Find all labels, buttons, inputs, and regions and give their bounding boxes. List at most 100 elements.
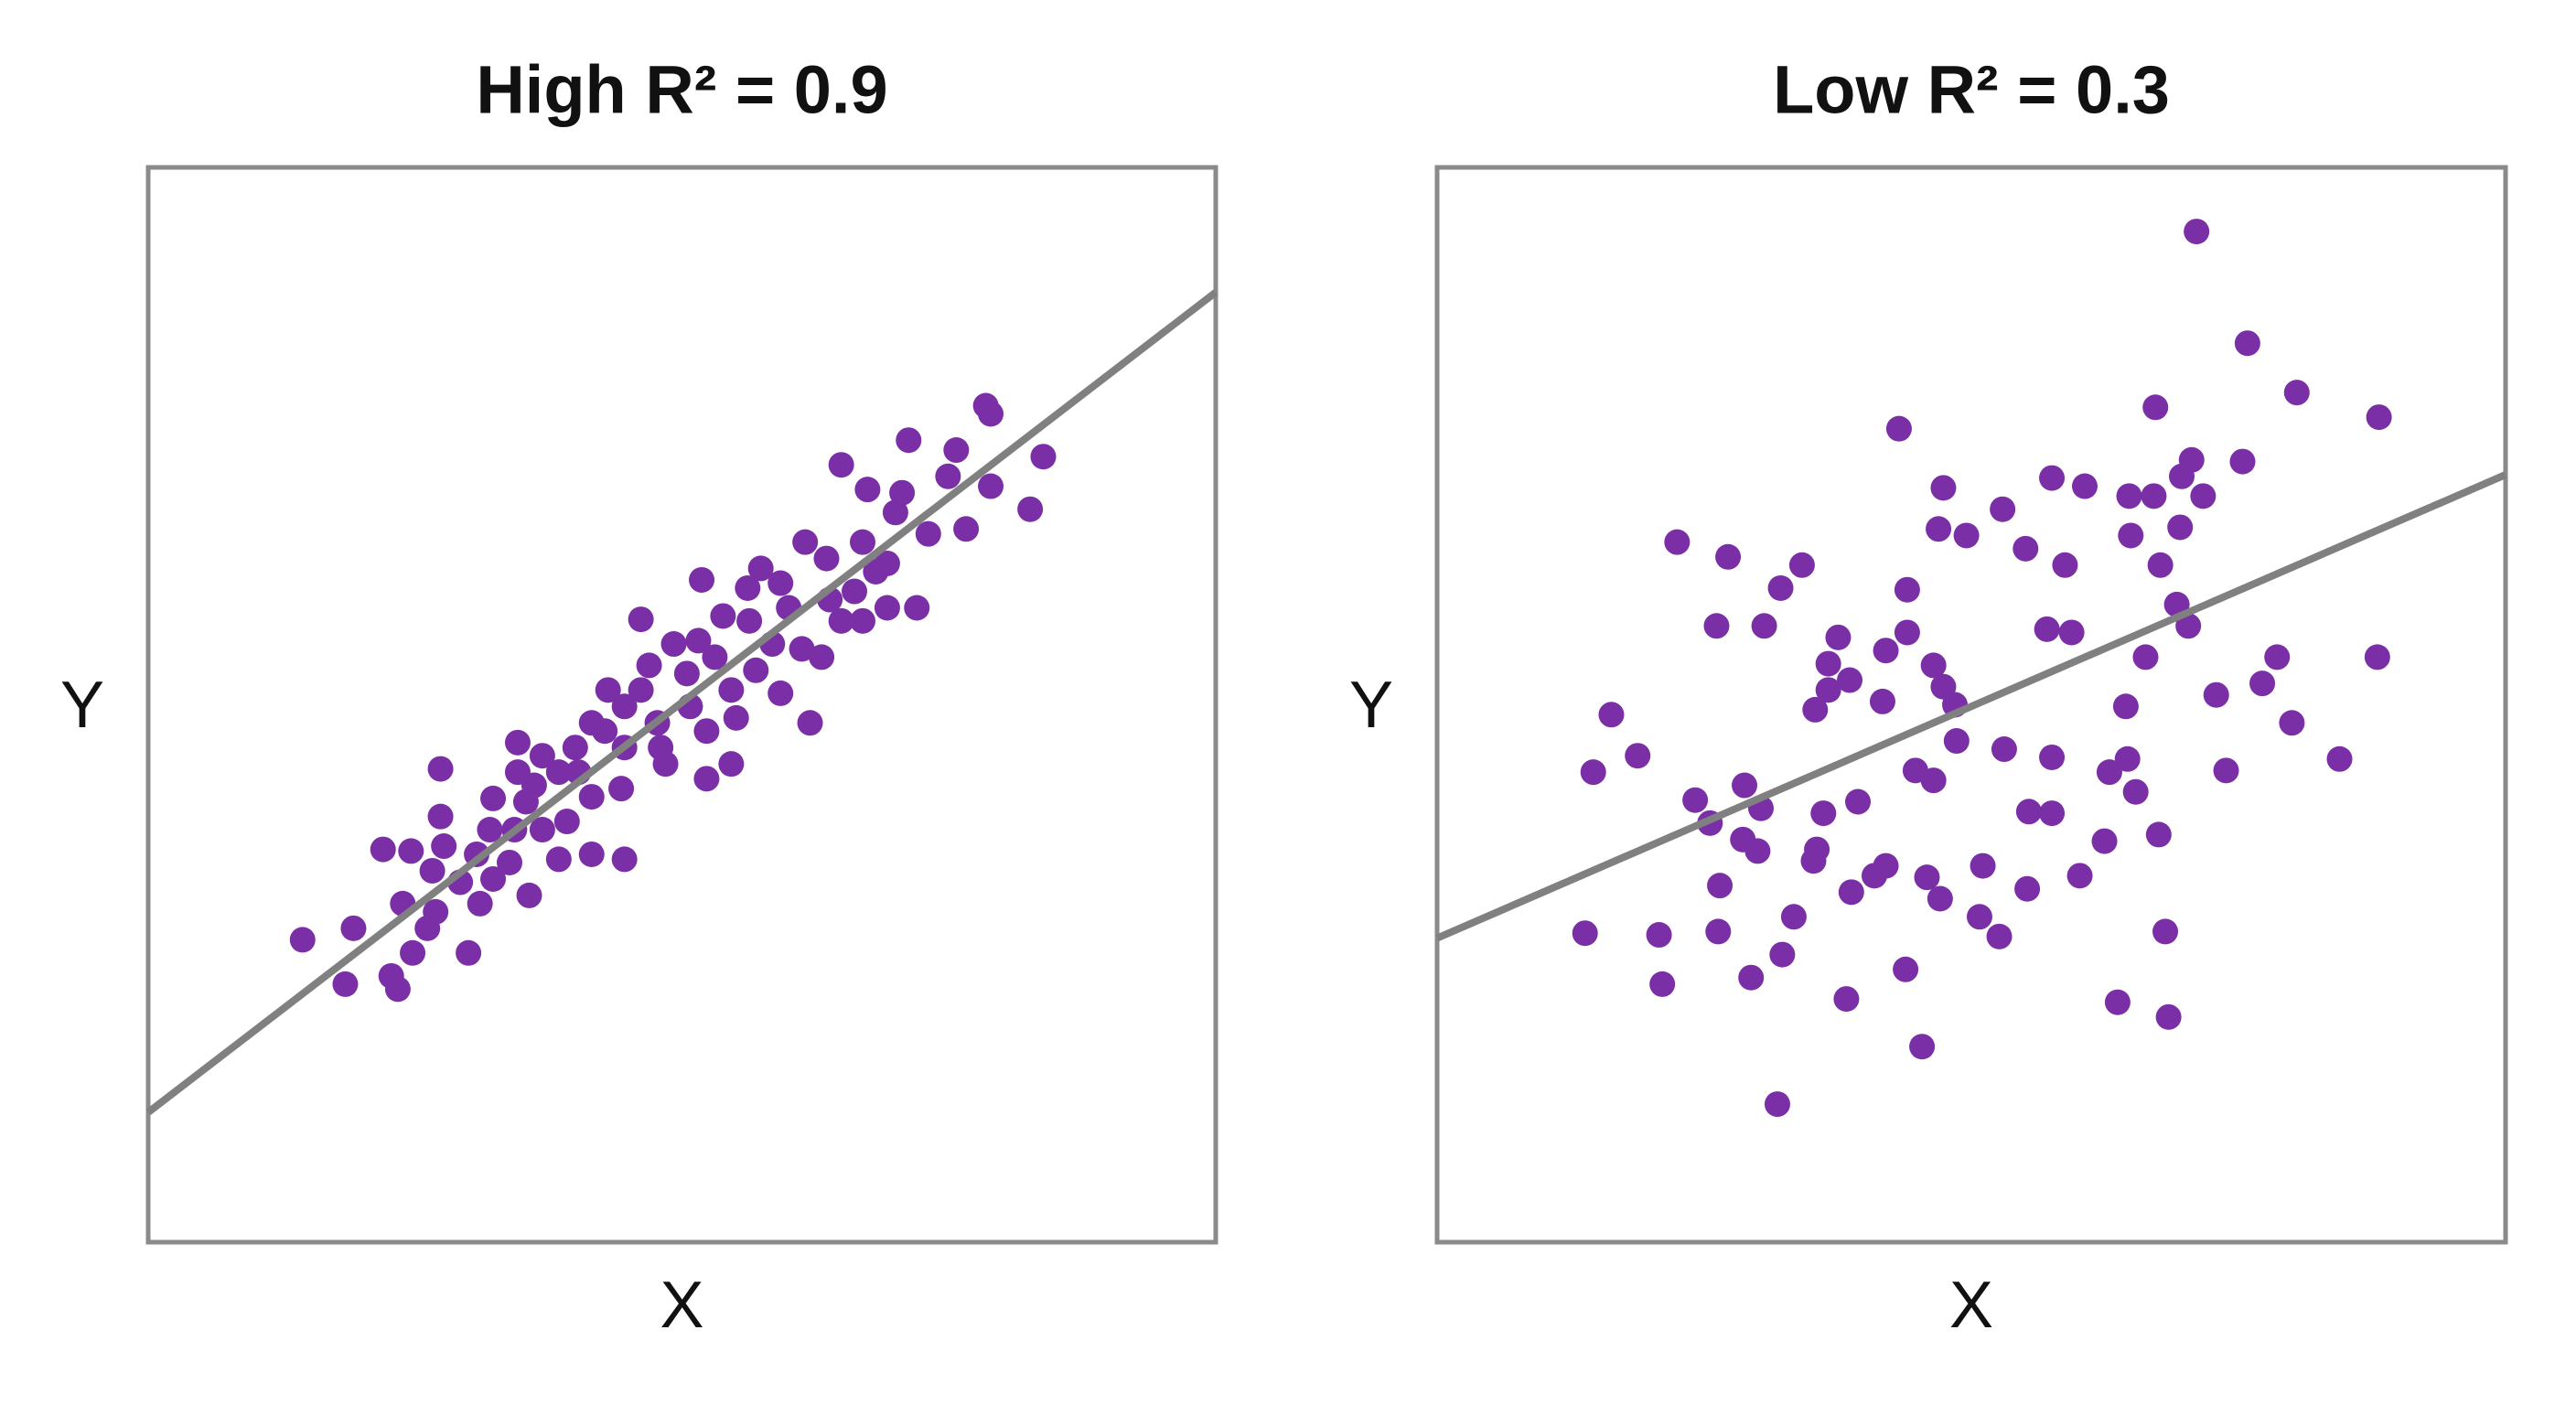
data-point bbox=[723, 704, 749, 731]
data-point bbox=[2039, 465, 2066, 491]
data-point bbox=[767, 680, 794, 706]
data-point bbox=[1815, 650, 1841, 677]
data-point bbox=[693, 766, 720, 792]
data-point bbox=[2145, 821, 2172, 848]
data-point bbox=[735, 574, 761, 601]
data-point bbox=[2364, 644, 2390, 670]
data-point bbox=[2141, 483, 2167, 509]
data-point bbox=[849, 529, 875, 555]
data-point bbox=[2147, 552, 2174, 578]
data-point bbox=[2190, 483, 2216, 509]
data-point bbox=[1800, 848, 1827, 874]
data-point bbox=[1894, 576, 1920, 603]
data-point bbox=[1810, 800, 1837, 827]
data-point bbox=[1580, 759, 1606, 786]
data-point bbox=[370, 836, 396, 863]
data-point bbox=[828, 452, 854, 478]
data-point bbox=[685, 627, 712, 654]
data-point bbox=[2118, 522, 2144, 549]
data-point bbox=[636, 652, 662, 679]
data-point bbox=[2175, 613, 2202, 639]
data-point bbox=[2116, 483, 2142, 509]
data-point bbox=[2058, 619, 2085, 646]
data-point bbox=[1815, 677, 1841, 703]
y-axis-label: Y bbox=[60, 669, 104, 742]
data-point bbox=[1744, 838, 1771, 864]
data-point bbox=[1738, 964, 1765, 991]
data-point bbox=[743, 657, 769, 683]
data-point bbox=[2114, 745, 2141, 772]
data-point bbox=[2264, 644, 2291, 670]
data-point bbox=[1649, 971, 1676, 997]
data-point bbox=[978, 473, 1004, 499]
data-point bbox=[2066, 863, 2093, 889]
data-point bbox=[2014, 875, 2041, 902]
data-point bbox=[2071, 473, 2098, 499]
data-point bbox=[2203, 681, 2229, 708]
data-point bbox=[2015, 799, 2042, 825]
data-point bbox=[693, 718, 720, 745]
data-point bbox=[1802, 696, 1829, 723]
data-point bbox=[882, 499, 908, 526]
plot-frame bbox=[145, 165, 1218, 1245]
plot-frame bbox=[1434, 165, 2508, 1245]
data-point bbox=[2283, 380, 2310, 406]
data-point bbox=[427, 803, 454, 830]
data-point bbox=[1764, 1091, 1790, 1118]
data-point bbox=[2152, 918, 2179, 945]
data-point bbox=[1705, 918, 1732, 945]
data-point bbox=[1990, 496, 2016, 522]
fit-line bbox=[145, 289, 1218, 1116]
data-point bbox=[660, 631, 687, 658]
data-point bbox=[427, 756, 454, 782]
data-point bbox=[978, 401, 1004, 427]
data-point bbox=[689, 566, 715, 593]
data-point bbox=[1767, 574, 1794, 601]
data-point bbox=[1873, 638, 1899, 664]
data-point bbox=[578, 784, 605, 810]
data-point bbox=[1926, 516, 1952, 542]
data-point bbox=[496, 849, 522, 875]
data-point bbox=[332, 971, 359, 997]
data-point bbox=[747, 555, 774, 582]
data-point bbox=[456, 939, 482, 966]
data-point bbox=[2091, 828, 2118, 854]
data-point bbox=[813, 545, 840, 572]
data-point bbox=[398, 838, 424, 864]
data-point bbox=[553, 809, 580, 835]
data-point bbox=[789, 636, 815, 662]
data-point bbox=[1788, 552, 1815, 578]
data-point bbox=[1914, 864, 1940, 891]
data-point bbox=[2229, 448, 2256, 475]
data-point bbox=[592, 718, 618, 745]
data-point bbox=[529, 743, 555, 769]
data-point bbox=[2096, 759, 2122, 786]
data-point bbox=[2112, 693, 2139, 720]
y-axis-label: Y bbox=[1349, 669, 1393, 742]
data-point bbox=[400, 939, 426, 966]
data-point bbox=[628, 606, 654, 633]
data-point bbox=[2052, 552, 2078, 578]
data-point bbox=[1703, 613, 1730, 639]
x-axis-label: X bbox=[660, 1269, 703, 1342]
data-point bbox=[2366, 404, 2392, 431]
data-point bbox=[1625, 743, 1651, 769]
data-point bbox=[611, 846, 638, 873]
data-point bbox=[673, 660, 700, 687]
chart-title: Low R² = 0.3 bbox=[1773, 52, 2170, 128]
data-point bbox=[2169, 463, 2195, 489]
data-point bbox=[1825, 624, 1852, 650]
data-point bbox=[1769, 941, 1796, 968]
data-point bbox=[854, 477, 881, 503]
data-point bbox=[467, 890, 493, 917]
data-point bbox=[1682, 787, 1709, 813]
data-point bbox=[419, 857, 445, 884]
data-point bbox=[611, 693, 638, 720]
fit-line bbox=[1435, 471, 2507, 942]
data-point bbox=[2039, 800, 2066, 827]
data-point bbox=[1838, 879, 1864, 906]
data-point bbox=[1894, 619, 1920, 646]
data-point bbox=[562, 735, 588, 761]
data-point bbox=[792, 529, 819, 555]
